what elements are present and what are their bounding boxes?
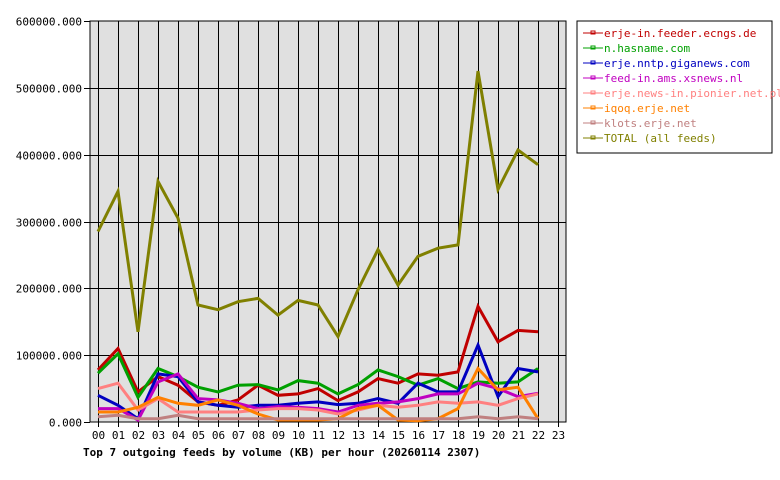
legend-items: erje-in.feeder.ecngs.de n.hasname.com erje…	[583, 27, 780, 145]
legend-marker-icon	[590, 90, 596, 95]
legend-marker-icon	[590, 45, 596, 50]
x-tick-label: 16	[412, 429, 425, 442]
x-tick-label: 04	[172, 429, 186, 442]
legend-item: erje.news-in.pionier.net.pl	[583, 87, 780, 100]
legend-label: iqoq.erje.net	[604, 102, 690, 115]
legend: erje-in.feeder.ecngs.de n.hasname.com erje…	[576, 20, 780, 154]
x-tick-label: 07	[232, 429, 245, 442]
x-tick-label: 21	[512, 429, 525, 442]
x-tick-label: 11	[312, 429, 325, 442]
x-tick-label: 22	[532, 429, 545, 442]
legend-label: TOTAL (all feeds)	[604, 132, 717, 145]
grid-lines	[90, 21, 566, 422]
legend-label: erje.news-in.pionier.net.pl	[604, 87, 780, 100]
x-tick-label: 10	[292, 429, 305, 442]
legend-item: erje-in.feeder.ecngs.de	[583, 27, 756, 40]
series-line-n-hasname-com	[96, 351, 539, 401]
x-tick-label: 23	[552, 429, 565, 442]
x-tick-label: 03	[152, 429, 165, 442]
x-tick-label: 13	[352, 429, 365, 442]
x-tick-label: 00	[92, 429, 105, 442]
y-tick-label: 100000.000	[16, 350, 82, 363]
legend-marker-icon	[590, 135, 596, 140]
legend-marker-icon	[590, 60, 596, 65]
x-tick-label: 19	[472, 429, 485, 442]
legend-item: feed-in.ams.xsnews.nl	[583, 72, 743, 85]
y-tick-label: 300000.000	[16, 217, 82, 230]
x-axis: 00 01 02 03 04 05 06 07 08 09 10 11 12 13 14 15 16 17 18 19…	[92, 422, 565, 442]
y-tick-label: 400000.000	[16, 150, 82, 163]
x-tick-label: 15	[392, 429, 405, 442]
y-tick-label: 200000.000	[16, 283, 82, 296]
series-line-total-all-feeds-	[96, 70, 539, 340]
legend-label: klots.erje.net	[604, 117, 697, 130]
x-tick-label: 17	[432, 429, 445, 442]
legend-item: TOTAL (all feeds)	[583, 132, 717, 145]
legend-label: feed-in.ams.xsnews.nl	[604, 72, 743, 85]
legend-label: erje-in.feeder.ecngs.de	[604, 27, 756, 40]
x-tick-label: 18	[452, 429, 465, 442]
x-tick-label: 01	[112, 429, 125, 442]
legend-item: iqoq.erje.net	[583, 102, 690, 115]
x-tick-label: 02	[132, 429, 145, 442]
x-tick-label: 12	[332, 429, 345, 442]
legend-item: erje.nntp.giganews.com	[583, 57, 750, 70]
series-line-erje-news-in-pionier-net-pl	[97, 381, 539, 416]
x-tick-label: 20	[492, 429, 505, 442]
series-line-erje-in-feeder-ecngs-de	[96, 302, 539, 407]
legend-marker-icon	[590, 30, 596, 35]
x-tick-label: 08	[252, 429, 265, 442]
legend-label: erje.nntp.giganews.com	[604, 57, 750, 70]
x-tick-label: 14	[372, 429, 386, 442]
series-line-klots-erje-net	[97, 413, 539, 421]
x-tick-label: 05	[192, 429, 205, 442]
x-tick-label: 09	[272, 429, 285, 442]
legend-marker-icon	[590, 105, 596, 110]
legend-box	[576, 20, 773, 154]
x-tick-label: 06	[212, 429, 225, 442]
legend-marker-icon	[590, 75, 596, 80]
chart-title: Top 7 outgoing feeds by volume (KB) per …	[83, 446, 480, 459]
legend-label: n.hasname.com	[604, 42, 690, 55]
plot-area	[89, 20, 567, 423]
legend-marker-icon	[590, 120, 596, 125]
legend-item: n.hasname.com	[583, 42, 690, 55]
legend-item: klots.erje.net	[583, 117, 697, 130]
y-tick-label: 0.000	[49, 417, 82, 430]
y-axis: 0.000 100000.000 200000.000 300000.000 40000…	[16, 16, 90, 430]
series-lines	[96, 70, 540, 423]
y-tick-label: 500000.000	[16, 83, 82, 96]
y-tick-label: 600000.000	[16, 16, 82, 29]
